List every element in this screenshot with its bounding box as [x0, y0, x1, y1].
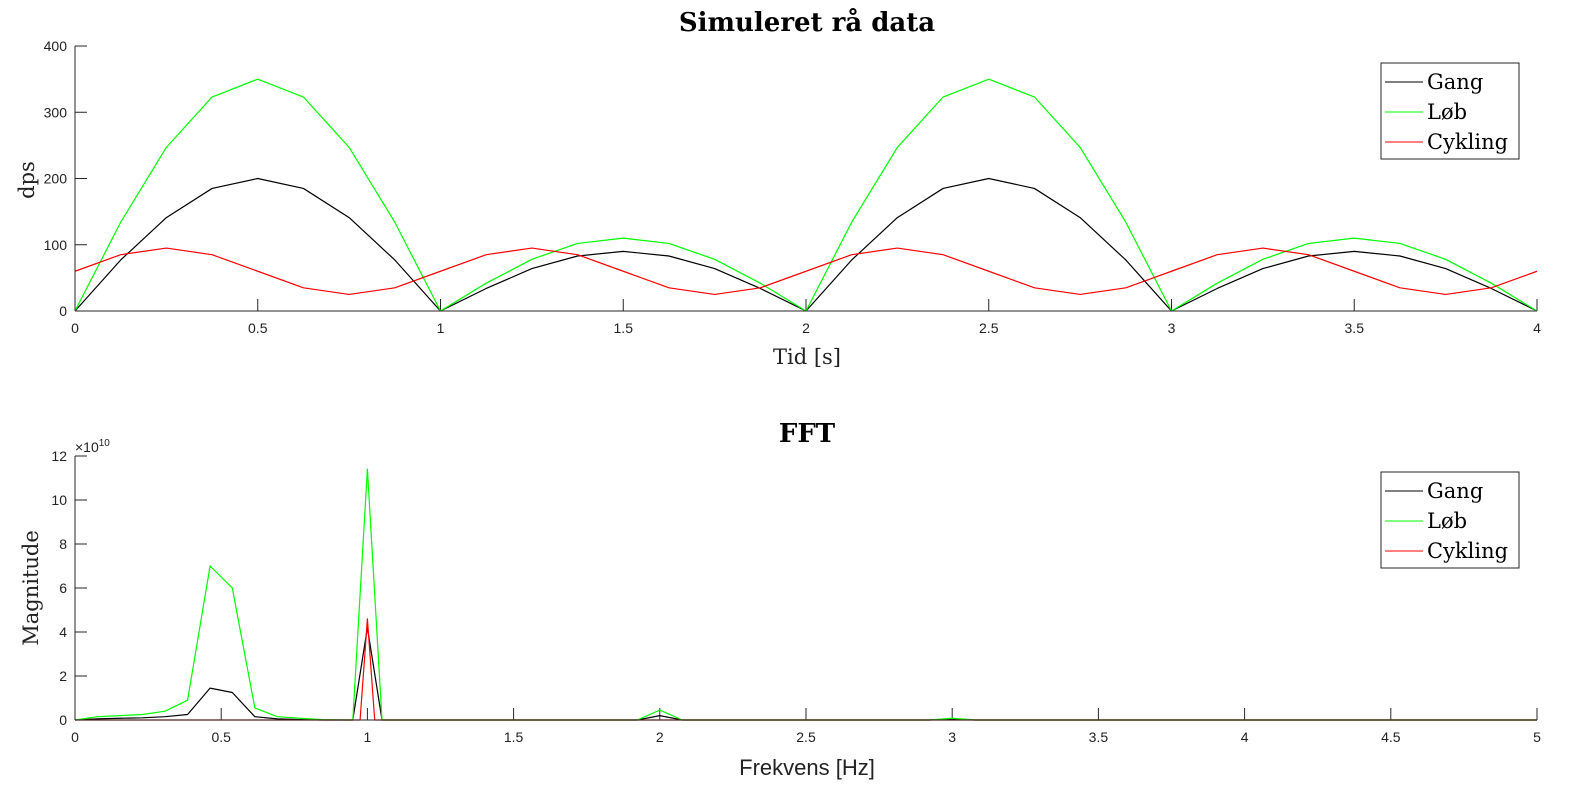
- fft-y-tick-label: 4: [59, 624, 67, 640]
- legend-cykling-label: Cykling: [1427, 130, 1508, 154]
- raw-data-series-cykling-line: [74, 247, 1538, 296]
- fft-x-tick-label: 2.5: [796, 729, 816, 745]
- fft-y-tick-label: 6: [59, 580, 67, 596]
- fft-legend-cykling-label: Cykling: [1427, 539, 1508, 563]
- fft-x-axis-label: Frekvens [Hz]: [739, 755, 875, 780]
- fft-y-exponent-base: ×10: [75, 439, 99, 455]
- fft-x-tick-label: 1: [364, 729, 372, 745]
- raw-data-y-tick-label: 200: [44, 171, 68, 187]
- raw-data-x-tick-label: 3: [1168, 320, 1176, 336]
- fft-x-tick-label: 5: [1533, 729, 1541, 745]
- raw-data-y-tick-label: 400: [44, 38, 68, 54]
- raw-data-y-axis-label: dps: [15, 161, 39, 199]
- raw-data-x-tick-label: 4: [1533, 320, 1541, 336]
- raw-data-legend: Gang Løb Cykling: [1380, 62, 1520, 160]
- fft-x-tick-label: 3: [948, 729, 956, 745]
- raw-data-y-tick-label: 300: [44, 104, 68, 120]
- fft-x-tick-label: 4: [1241, 729, 1249, 745]
- raw-data-x-tick-label: 0.5: [248, 320, 268, 336]
- fft-legend-lob-label: Løb: [1427, 509, 1467, 533]
- legend-gang-label: Gang: [1427, 70, 1483, 94]
- fft-chart-title: FFT: [779, 419, 836, 449]
- fft-y-tick-label: 2: [59, 668, 67, 684]
- fft-x-tick-label: 4.5: [1381, 729, 1401, 745]
- raw-data-x-tick-label: 1.5: [614, 320, 634, 336]
- raw-data-y-tick-label: 0: [59, 303, 67, 319]
- fft-y-exponent-label: ×1010: [75, 438, 110, 455]
- raw-data-x-tick-label: 2: [802, 320, 810, 336]
- fft-y-tick-label: 12: [51, 448, 67, 464]
- fft-x-tick-label: 3.5: [1089, 729, 1109, 745]
- fft-y-tick-label: 10: [51, 492, 67, 508]
- fft-x-tick-label: 0: [71, 729, 79, 745]
- fft-x-tick-label: 1.5: [504, 729, 524, 745]
- raw-data-ticks: 0 0.5 1 1.5 2 2.5 3 3.5 4 0 100 200 300 400: [44, 38, 1541, 336]
- raw-data-y-tick-label: 100: [44, 237, 68, 253]
- fft-x-tick-label: 0.5: [211, 729, 231, 745]
- fft-x-tick-label: 2: [656, 729, 664, 745]
- fft-legend-gang-label: Gang: [1427, 479, 1483, 503]
- legend-lob-label: Løb: [1427, 100, 1467, 124]
- fft-ticks: 0 0.5 1 1.5 2 2.5 3 3.5 4 4.5 5 0 2 4 6 8 10 12: [51, 448, 1541, 745]
- raw-data-x-tick-label: 3.5: [1345, 320, 1365, 336]
- fft-y-tick-label: 8: [59, 536, 67, 552]
- raw-data-x-tick-label: 2.5: [979, 320, 999, 336]
- fft-y-tick-label: 0: [59, 712, 67, 728]
- raw-data-chart-title: Simuleret rå data: [679, 7, 935, 38]
- fft-legend-box: [1380, 471, 1520, 569]
- raw-data-x-axis-label: Tid [s]: [773, 345, 841, 369]
- fft-chart: FFT Frekvens [Hz] Magnitude ×1010 0 0.5 1 1…: [19, 419, 1541, 780]
- raw-data-x-tick-label: 1: [437, 320, 445, 336]
- fft-legend: Gang Løb Cykling: [1380, 471, 1520, 569]
- raw-data-legend-box: [1380, 62, 1520, 160]
- fft-y-exponent-power: 10: [99, 438, 111, 449]
- raw-data-chart: Simuleret rå data Tid [s] dps 0 0.5 1 1.5 2 2…: [15, 7, 1541, 369]
- fft-y-axis-label: Magnitude: [19, 530, 43, 646]
- raw-data-x-tick-label: 0: [71, 320, 79, 336]
